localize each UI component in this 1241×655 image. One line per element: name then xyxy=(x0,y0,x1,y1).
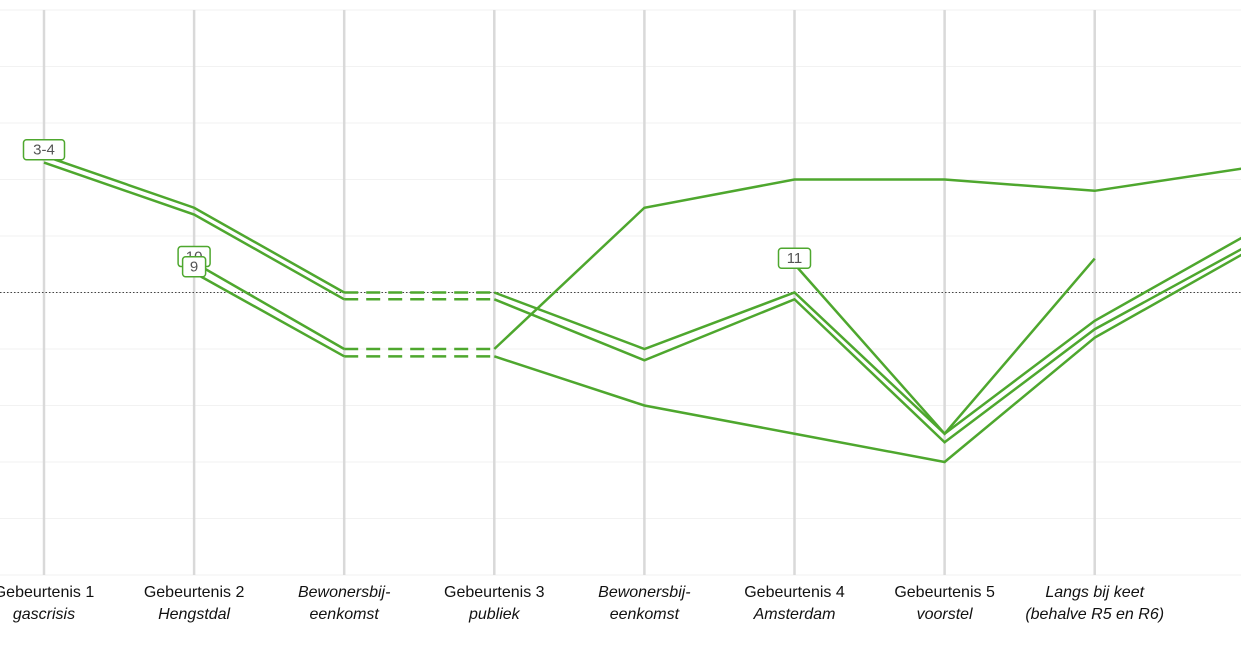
category-note: Bewonersbij-eenkomst xyxy=(297,584,391,623)
category-name: Gebeurtenis 5 xyxy=(894,584,995,601)
x-tick-label: Gebeurtenis 2 Hengstdal xyxy=(124,582,264,626)
category-note: Amsterdam xyxy=(753,606,836,623)
series-label: 3-4 xyxy=(33,142,55,159)
category-name: Gebeurtenis 4 xyxy=(744,584,845,601)
series-label-box xyxy=(22,139,66,161)
x-tick-label: Bewonersbij-eenkomst xyxy=(274,582,414,626)
x-tick-label: Gebeurtenis 4 Amsterdam xyxy=(725,582,865,626)
category-note: Hengstdal xyxy=(158,606,231,623)
x-tick-label: Gebeurtenis 5 voorstel xyxy=(875,582,1015,626)
series-label: 11 xyxy=(787,250,803,267)
series-line xyxy=(43,161,345,301)
category-name: Gebeurtenis 1 xyxy=(0,584,95,601)
category-note: publiek xyxy=(468,606,520,623)
series-line xyxy=(793,257,1096,436)
series-line xyxy=(493,253,1241,464)
category-note: gascrisis xyxy=(12,606,76,623)
series-line xyxy=(193,261,345,351)
category-note: Bewonersbij-eenkomst xyxy=(598,584,691,623)
chart: 3-410911 xyxy=(0,9,1241,576)
category-note: voorstel xyxy=(916,606,973,623)
series-label-box xyxy=(777,247,812,269)
x-tick-label: Gebeurtenis 3 publiek xyxy=(424,582,564,626)
series-line xyxy=(493,167,1241,350)
series-line xyxy=(493,236,1241,436)
category-name: Gebeurtenis 3 xyxy=(444,584,545,601)
series-label-box xyxy=(181,255,207,278)
category-note: Langs bij keet (behalve R5 en R6) xyxy=(1025,584,1165,623)
category-name: Gebeurtenis 2 xyxy=(143,584,245,601)
x-tick-label: Bewonersbij-eenkomst xyxy=(574,582,714,626)
series-line xyxy=(493,247,1241,444)
series-line xyxy=(43,154,345,294)
series-line xyxy=(193,271,345,358)
x-tick-label: Langs bij keet (behalve R5 en R6) xyxy=(1025,582,1165,626)
series-label: 9 xyxy=(190,259,198,276)
x-tick-label: Gebeurtenis 1 gascrisis xyxy=(0,582,114,626)
